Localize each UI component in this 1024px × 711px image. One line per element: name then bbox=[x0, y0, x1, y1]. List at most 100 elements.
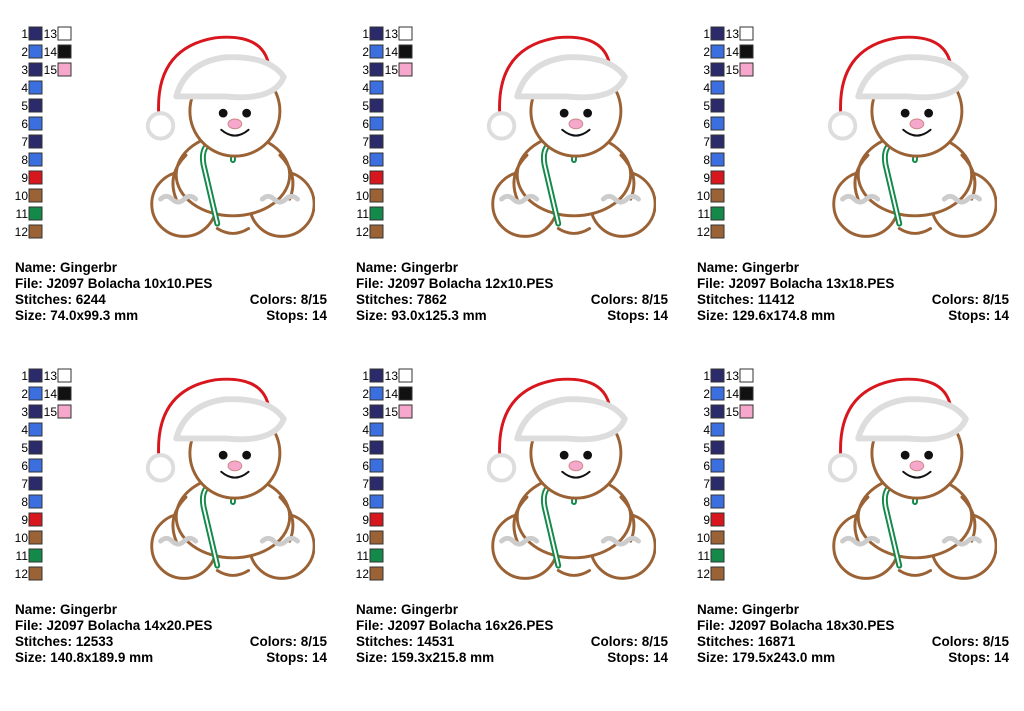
color-swatch bbox=[28, 170, 43, 185]
info-stops: Stops: 14 bbox=[948, 308, 1009, 323]
swatch-number: 12 bbox=[15, 567, 29, 581]
color-swatch bbox=[369, 134, 384, 149]
info-file: File: J2097 Bolacha 16x26.PES bbox=[356, 618, 553, 633]
swatch-number: 10 bbox=[356, 531, 370, 545]
info-file: File: J2097 Bolacha 14x20.PES bbox=[15, 618, 212, 633]
info-name: Name: Gingerbr bbox=[697, 260, 800, 275]
color-swatch bbox=[710, 512, 725, 527]
swatch-number: 3 bbox=[21, 405, 28, 419]
swatch-number: 11 bbox=[698, 549, 711, 563]
swatch-number: 1 bbox=[21, 27, 28, 41]
swatch-number: 2 bbox=[703, 387, 710, 401]
swatch-number: 12 bbox=[356, 225, 370, 239]
color-swatch bbox=[369, 458, 384, 473]
color-swatch bbox=[28, 98, 43, 113]
color-swatch bbox=[28, 530, 43, 545]
swatch-number: 9 bbox=[362, 171, 369, 185]
color-swatch bbox=[710, 62, 725, 77]
color-swatch bbox=[28, 458, 43, 473]
swatch-number: 13 bbox=[726, 27, 740, 41]
swatch-number: 8 bbox=[21, 153, 28, 167]
info-colors: Colors: 8/15 bbox=[591, 292, 669, 307]
swatch-number: 6 bbox=[21, 117, 28, 131]
color-swatch bbox=[28, 548, 43, 563]
color-swatch bbox=[710, 116, 725, 131]
info-name: Name: Gingerbr bbox=[356, 602, 459, 617]
color-swatch bbox=[28, 386, 43, 401]
color-swatch bbox=[28, 26, 43, 41]
color-swatch bbox=[28, 404, 43, 419]
swatch-number: 7 bbox=[703, 135, 710, 149]
color-swatch bbox=[28, 152, 43, 167]
color-swatch bbox=[739, 62, 754, 77]
swatch-number: 13 bbox=[385, 27, 399, 41]
color-swatch bbox=[28, 368, 43, 383]
info-name: Name: Gingerbr bbox=[15, 260, 118, 275]
color-swatch bbox=[28, 80, 43, 95]
info-colors: Colors: 8/15 bbox=[932, 292, 1010, 307]
color-swatch bbox=[57, 62, 72, 77]
swatch-number: 14 bbox=[726, 387, 740, 401]
design-image bbox=[830, 37, 996, 236]
color-swatch bbox=[739, 26, 754, 41]
color-swatch bbox=[710, 44, 725, 59]
color-swatch bbox=[710, 548, 725, 563]
swatch-number: 12 bbox=[697, 225, 711, 239]
color-swatch bbox=[369, 368, 384, 383]
color-swatch bbox=[369, 26, 384, 41]
swatch-number: 3 bbox=[362, 63, 369, 77]
swatch-number: 12 bbox=[15, 225, 29, 239]
color-swatch bbox=[369, 530, 384, 545]
color-swatch bbox=[710, 494, 725, 509]
swatch-number: 10 bbox=[356, 189, 370, 203]
swatch-number: 5 bbox=[703, 441, 710, 455]
swatch-number: 6 bbox=[362, 459, 369, 473]
swatch-number: 10 bbox=[15, 189, 29, 203]
design-image bbox=[148, 37, 314, 236]
swatch-number: 6 bbox=[362, 117, 369, 131]
color-swatch bbox=[710, 134, 725, 149]
color-swatch bbox=[398, 404, 413, 419]
info-name: Name: Gingerbr bbox=[356, 260, 459, 275]
info-size: Size: 179.5x243.0 mm bbox=[697, 650, 835, 665]
swatch-number: 4 bbox=[703, 423, 710, 437]
color-swatch bbox=[710, 224, 725, 239]
color-swatch bbox=[710, 26, 725, 41]
swatch-number: 2 bbox=[21, 387, 28, 401]
info-colors: Colors: 8/15 bbox=[591, 634, 669, 649]
color-swatch bbox=[398, 368, 413, 383]
info-size: Size: 140.8x189.9 mm bbox=[15, 650, 153, 665]
swatch-number: 5 bbox=[362, 441, 369, 455]
color-swatch bbox=[57, 386, 72, 401]
design-image bbox=[148, 379, 314, 578]
swatch-number: 5 bbox=[21, 99, 28, 113]
info-stitches: Stitches: 6244 bbox=[15, 292, 106, 307]
swatch-number: 1 bbox=[21, 369, 28, 383]
color-swatch bbox=[739, 404, 754, 419]
info-size: Size: 129.6x174.8 mm bbox=[697, 308, 835, 323]
color-swatch bbox=[28, 116, 43, 131]
info-stitches: Stitches: 7862 bbox=[356, 292, 447, 307]
swatch-number: 5 bbox=[703, 99, 710, 113]
swatch-number: 7 bbox=[703, 477, 710, 491]
color-swatch bbox=[57, 44, 72, 59]
color-swatch bbox=[28, 422, 43, 437]
color-swatch bbox=[369, 152, 384, 167]
color-swatch bbox=[710, 80, 725, 95]
color-swatch bbox=[28, 62, 43, 77]
swatch-number: 13 bbox=[44, 27, 58, 41]
info-colors: Colors: 8/15 bbox=[250, 634, 328, 649]
info-file: File: J2097 Bolacha 18x30.PES bbox=[697, 618, 894, 633]
swatch-number: 9 bbox=[362, 513, 369, 527]
swatch-number: 3 bbox=[703, 63, 710, 77]
color-swatch bbox=[369, 188, 384, 203]
color-swatch bbox=[28, 44, 43, 59]
info-stitches: Stitches: 16871 bbox=[697, 634, 796, 649]
color-swatch bbox=[57, 368, 72, 383]
color-swatch bbox=[369, 512, 384, 527]
